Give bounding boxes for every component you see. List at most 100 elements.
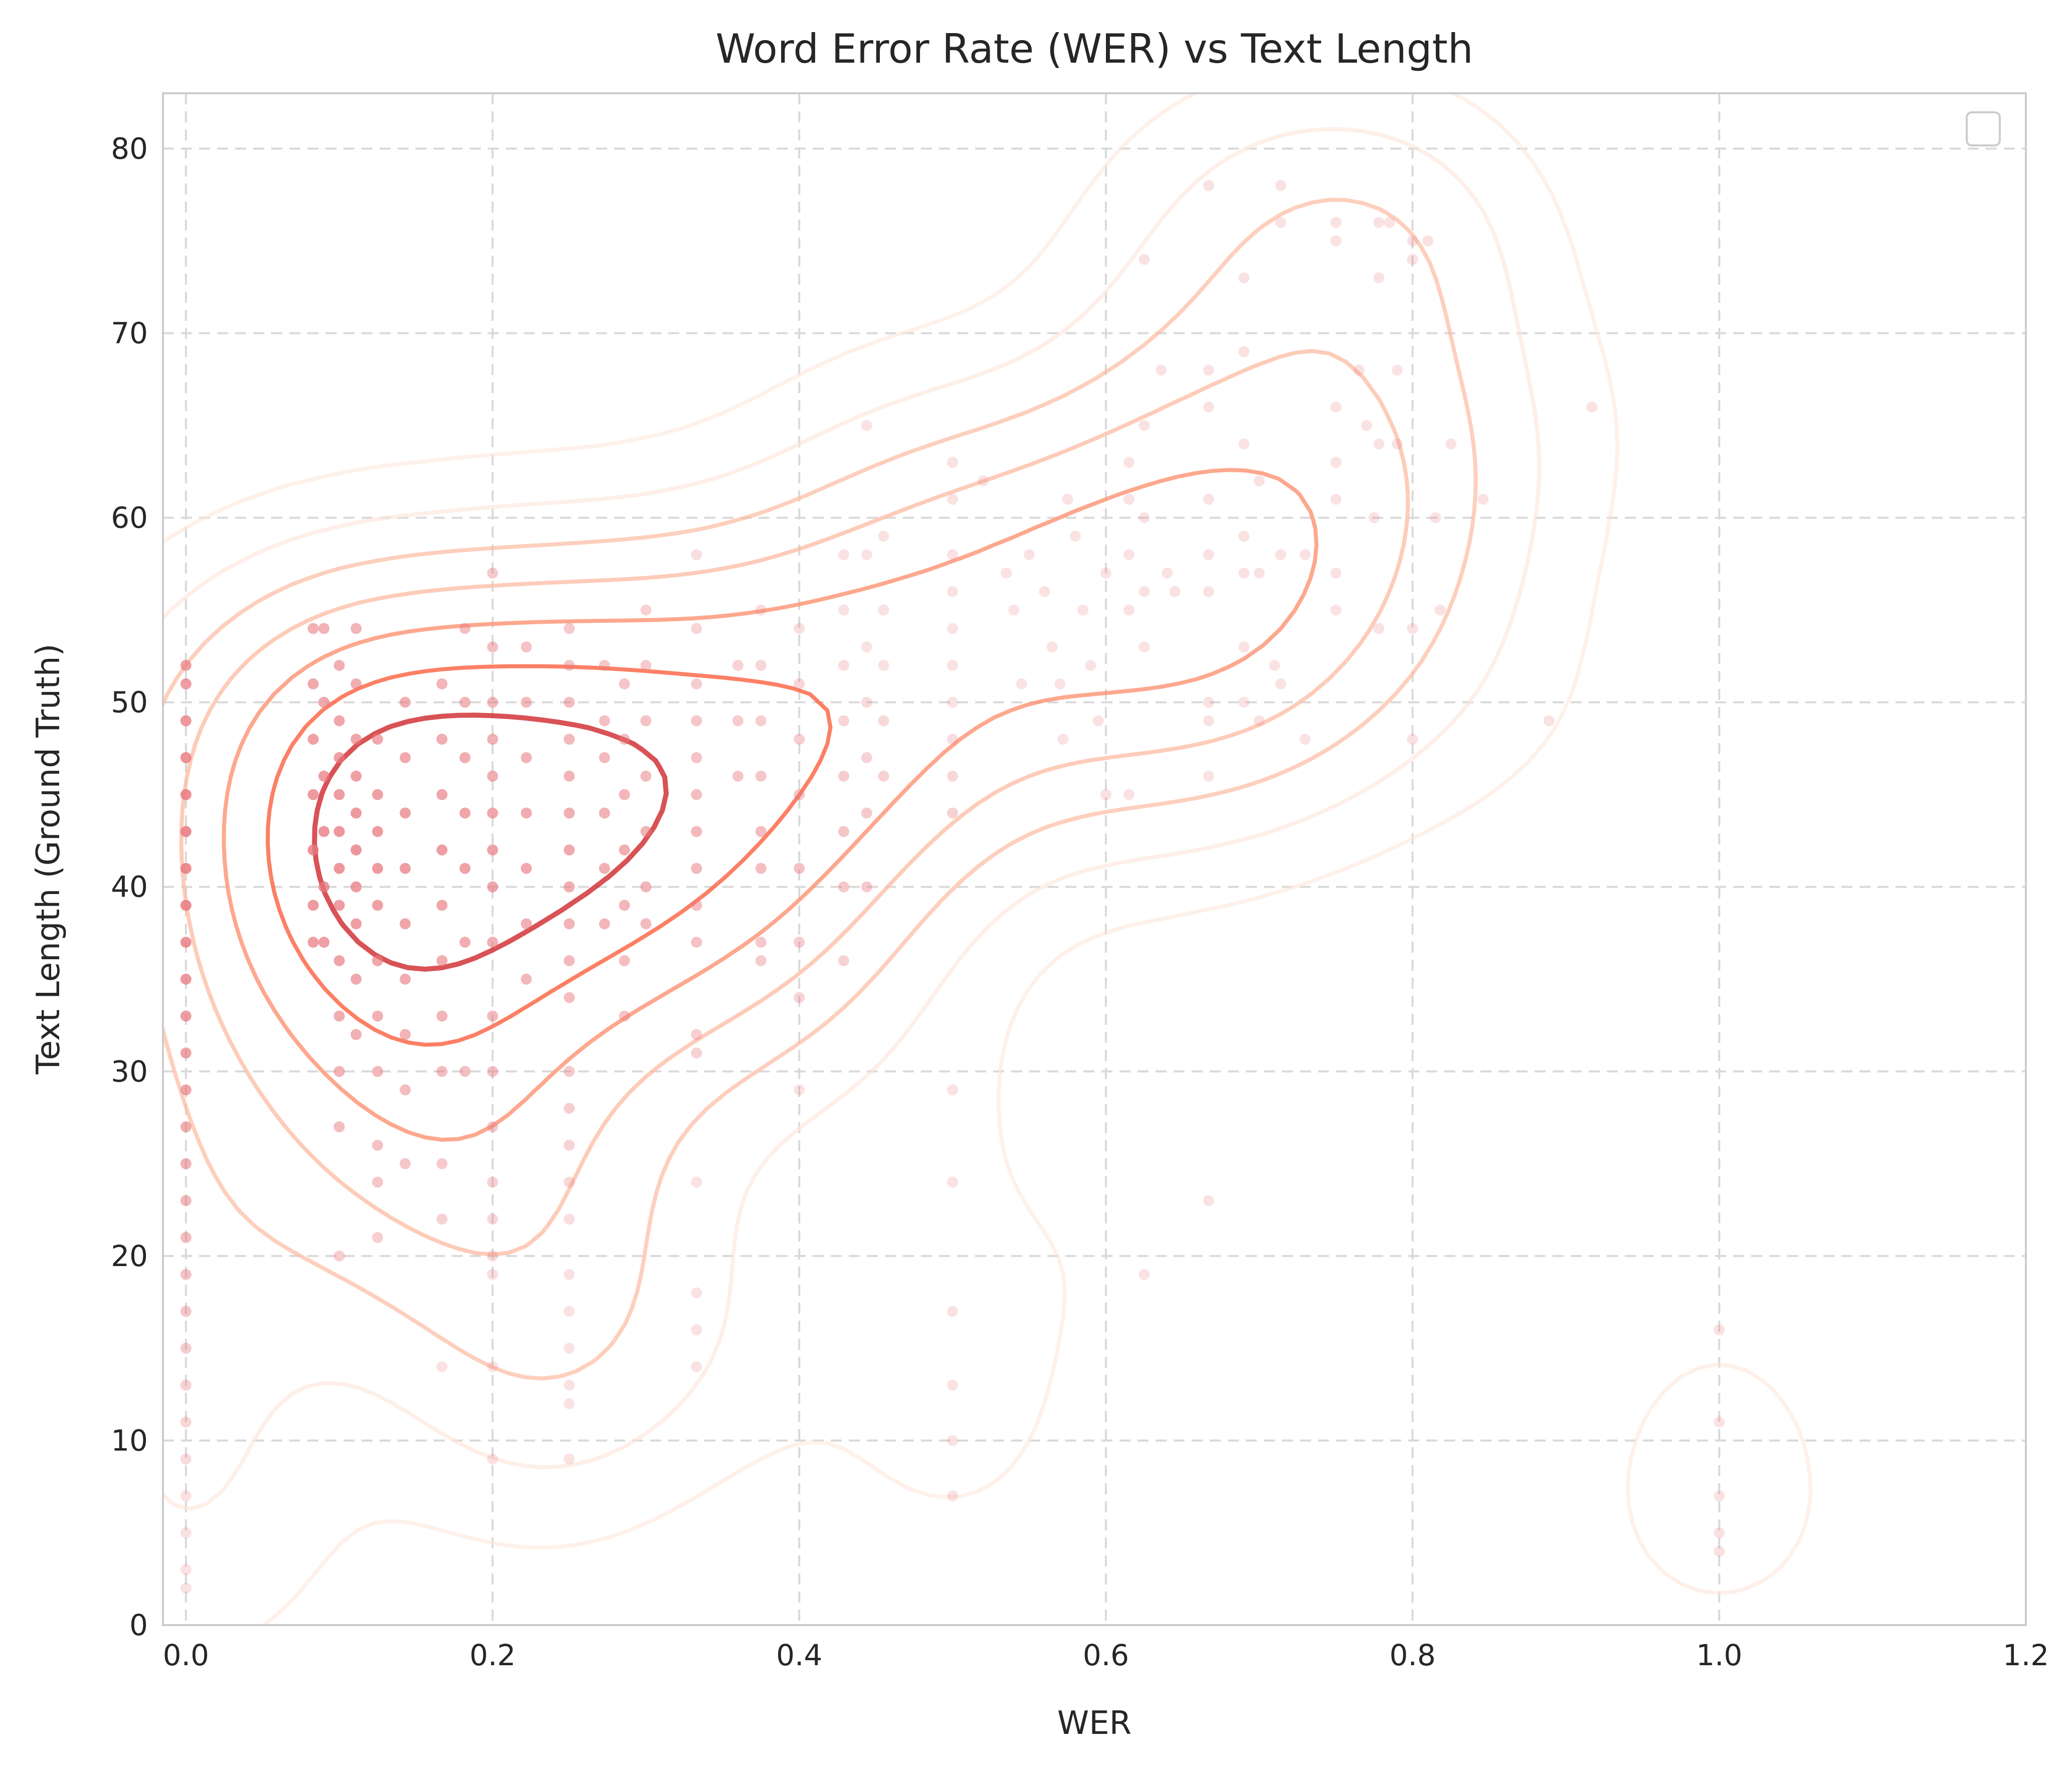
data-point [180,1195,192,1206]
data-point [691,549,702,561]
data-point [1156,365,1167,376]
data-point [619,955,630,966]
data-point [487,734,498,745]
data-point [1238,696,1250,708]
density-contour [163,198,1478,1381]
data-point [878,770,889,782]
data-point [307,623,319,634]
data-point [1123,789,1135,800]
data-point [350,844,362,856]
data-point [1407,235,1418,247]
data-point [487,1250,498,1262]
data-point [1238,346,1250,358]
data-point [180,715,192,727]
data-point [1330,217,1342,228]
data-point [1039,586,1050,597]
data-point [1238,567,1250,579]
data-point [691,1029,702,1040]
data-point [372,862,384,874]
data-point [180,1121,192,1133]
data-point [563,1269,575,1280]
data-point [563,734,575,745]
data-point [180,1379,192,1391]
data-point [318,696,330,708]
data-point [1238,438,1250,450]
data-point [1353,365,1365,376]
data-point [1269,660,1280,671]
data-point [1384,217,1395,228]
x-axis-ticks: 0.0 0.2 0.4 0.6 0.8 1.0 1.2 [163,1638,2049,1672]
data-point [691,678,702,689]
data-point [838,826,849,837]
data-point [1203,549,1214,561]
data-point [947,1306,959,1317]
data-point [459,696,471,708]
data-point [1275,549,1286,561]
data-point [1139,641,1150,653]
y-tick-label: 10 [111,1424,148,1458]
data-point [318,770,330,782]
data-point [563,881,575,893]
data-point [1299,549,1311,561]
data-point [436,955,448,966]
data-point [861,420,872,431]
data-point [1001,567,1012,579]
data-point [350,734,362,745]
data-point [1407,254,1418,265]
data-point [619,1010,630,1022]
legend-box[interactable] [1966,111,2001,146]
data-point [350,623,362,634]
data-point [563,844,575,856]
data-point [350,881,362,893]
data-point [1169,586,1181,597]
data-point [878,604,889,616]
data-point [436,1158,448,1169]
data-point [1203,1195,1214,1206]
data-point [400,973,411,985]
data-point [563,1342,575,1354]
data-point [520,807,532,819]
data-point [487,1361,498,1372]
data-point [1203,493,1214,505]
data-point [180,1417,192,1428]
data-point [947,1176,959,1188]
data-point [400,807,411,819]
data-point [487,1269,498,1280]
data-point [436,844,448,856]
data-point [1361,420,1372,431]
data-point [755,660,767,671]
data-point [563,955,575,966]
data-point [755,715,767,727]
data-point [307,734,319,745]
data-point [1373,623,1385,634]
data-point [1392,365,1403,376]
data-point [1407,734,1418,745]
data-point [520,862,532,874]
data-point [755,862,767,874]
data-point [691,1176,702,1188]
y-axis-ticks: 0 10 20 30 40 50 60 70 80 [111,131,148,1642]
data-point [1714,1324,1725,1336]
data-point [1123,549,1135,561]
data-point [947,807,959,819]
data-point [691,1287,702,1299]
data-point [487,1010,498,1022]
data-point [1054,678,1066,689]
data-point [307,900,319,911]
data-point [307,678,319,689]
data-point [1422,235,1434,247]
data-point [1330,567,1342,579]
data-point [1369,512,1380,523]
data-point [350,770,362,782]
x-tick-label: 0.6 [1083,1638,1129,1672]
plot-frame [162,92,2027,1626]
data-point [307,844,319,856]
data-point [619,844,630,856]
data-point [487,1213,498,1225]
x-axis-label: WER [1057,1705,1132,1742]
data-point [1714,1490,1725,1502]
data-point [619,734,630,745]
data-point [1139,512,1150,523]
data-point [333,955,345,966]
data-point [691,1324,702,1336]
